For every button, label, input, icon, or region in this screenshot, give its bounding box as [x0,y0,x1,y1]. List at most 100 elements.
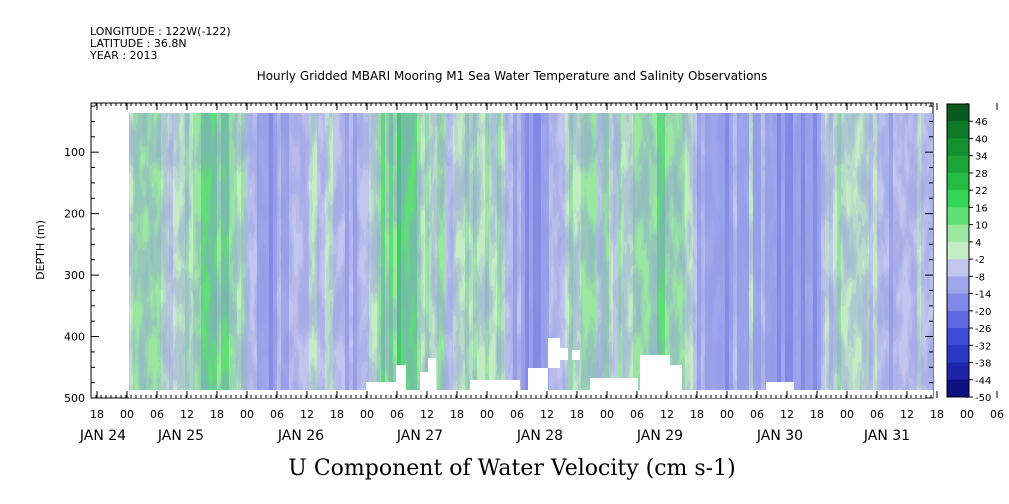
x-day-label: JAN 24 [79,428,126,444]
x-day-label: JAN 31 [863,428,910,444]
x-tick-label: 12 [540,408,554,421]
x-day-label: JAN 25 [157,428,204,444]
gap [528,368,548,390]
colorbar-label: -14 [975,290,991,301]
colorbar-swatch [947,207,969,226]
colorbar-swatch [947,241,969,260]
colorbar-swatch [947,224,969,243]
x-tick-label: 00 [240,408,254,421]
y-tick-label: 400 [64,331,85,344]
x-day-label: JAN 26 [277,428,324,444]
y-axis-title: DEPTH (m) [34,220,47,280]
colorbar-swatch [947,328,969,346]
x-tick-label: 12 [420,408,434,421]
colorbar-swatch [947,138,969,157]
gap [660,365,682,390]
x-day-label: JAN 30 [756,428,803,444]
x-tick-label: 06 [630,408,644,421]
y-tick-label: 100 [64,146,85,159]
colorbar-label: 34 [975,152,988,163]
x-tick-label: 12 [660,408,674,421]
colorbar-swatch [947,379,969,398]
colorbar-label: 40 [975,134,988,145]
gap [572,350,580,360]
colorbar-swatch [947,104,969,122]
x-tick-label: 18 [810,408,824,421]
colorbar-swatch [947,345,969,364]
x-day-label: JAN 27 [396,428,443,444]
x-tick-label: 06 [750,408,764,421]
colorbar: 46 40 34 28 22 16 10 4 -2 -8 -14 -20 -26 -32 -38 -44 -50 [946,103,991,404]
y-axis: 100 200 300 400 500 [64,105,933,405]
colorbar-swatch [947,310,969,329]
gap [129,390,933,398]
x-axis: 18 00 06 12 18 00 06 12 18 00 06 12 18 00 06 12 18 00 06 12… [79,103,1004,444]
colorbar-swatch [947,362,969,381]
gap [560,348,568,360]
y-tick-label: 500 [64,392,85,405]
x-tick-label: 12 [900,408,914,421]
colorbar-label: 46 [975,117,988,128]
colorbar-label: -20 [975,307,991,318]
gap [396,365,406,390]
gap [548,338,560,368]
x-tick-label: 18 [450,408,464,421]
gap [766,382,794,390]
colorbar-swatch [947,172,969,191]
x-tick-label: 12 [780,408,794,421]
x-tick-label: 00 [960,408,974,421]
field-texture [129,113,933,390]
gap [420,372,436,390]
x-tick-label: 00 [120,408,134,421]
colorbar-swatch [947,121,969,139]
x-tick-label: 00 [600,408,614,421]
x-tick-label: 06 [270,408,284,421]
colorbar-label: -2 [975,255,985,266]
x-tick-label: 18 [330,408,344,421]
x-tick-label: 18 [930,408,944,421]
missing-data-gaps [129,338,933,398]
chart-title: Hourly Gridded MBARI Mooring M1 Sea Wate… [257,69,768,83]
colorbar-swatch [947,293,969,312]
colorbar-label: -26 [975,324,991,335]
latitude-label: LATITUDE : 36.8N [90,37,187,50]
x-day-label: JAN 28 [516,428,563,444]
colorbar-label: -38 [975,359,991,370]
colorbar-label: -32 [975,341,991,352]
longitude-label: LONGITUDE : 122W(-122) [90,25,231,38]
colorbar-label: -50 [975,393,991,404]
colorbar-label: 16 [975,203,988,214]
colorbar-label: 22 [975,186,988,197]
colorbar-swatch [947,190,969,208]
x-tick-label: 12 [180,408,194,421]
gap [428,358,436,372]
plot-area: 18 00 06 12 18 00 06 12 18 00 06 12 18 00 06 12 18 00 06 12… [64,102,1004,444]
x-tick-label: 06 [150,408,164,421]
gap [470,380,520,390]
x-tick-label: 00 [360,408,374,421]
x-tick-label: 18 [690,408,704,421]
colorbar-swatch [947,276,969,295]
colorbar-label: 10 [975,221,988,232]
x-tick-label: 00 [840,408,854,421]
colorbar-label: 4 [975,238,981,249]
x-tick-label: 06 [990,408,1004,421]
colorbar-swatch [947,259,969,277]
x-tick-label: 18 [90,408,104,421]
x-tick-label: 00 [480,408,494,421]
x-tick-label: 06 [390,408,404,421]
y-tick-label: 200 [64,208,85,221]
x-tick-label: 18 [210,408,224,421]
x-tick-label: 06 [510,408,524,421]
x-axis-title: U Component of Water Velocity (cm s-1) [288,456,735,481]
gap [590,378,638,390]
x-tick-label: 12 [300,408,314,421]
colorbar-label: -8 [975,272,985,283]
y-tick-label: 300 [64,269,85,282]
year-label: YEAR : 2013 [89,49,158,62]
x-tick-label: 06 [870,408,884,421]
x-tick-label: 18 [570,408,584,421]
colorbar-label: 28 [975,169,988,180]
gap [366,382,396,390]
